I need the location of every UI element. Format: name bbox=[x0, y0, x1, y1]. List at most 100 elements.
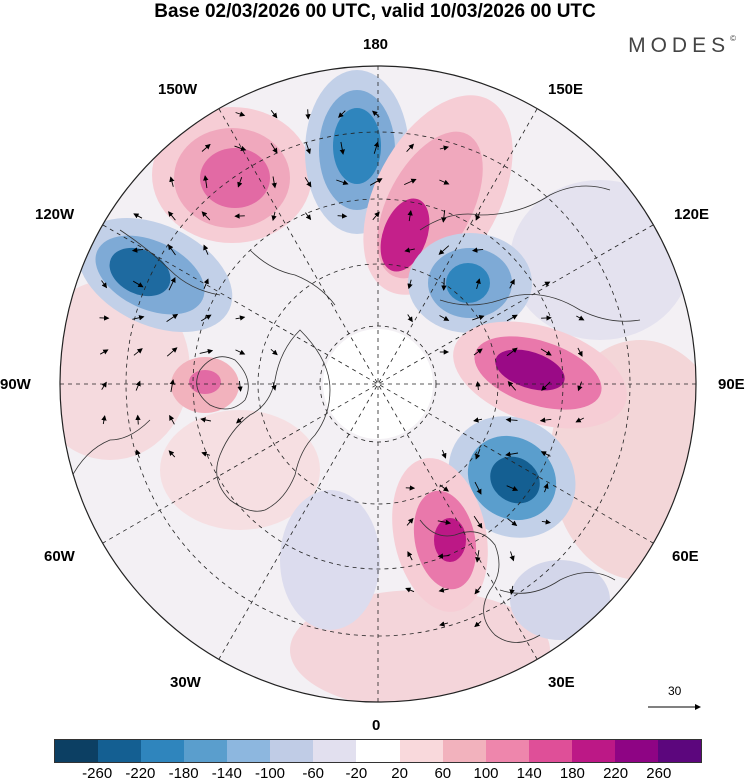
wind-arrow bbox=[203, 175, 209, 189]
colorbar-tick-label: -140 bbox=[211, 765, 242, 782]
wind-arrow bbox=[168, 276, 176, 291]
colorbar-tick-label: -100 bbox=[254, 765, 286, 782]
wind-arrow bbox=[372, 110, 380, 118]
colorbar-swatch bbox=[485, 740, 529, 762]
colorbar-tick-label: 220 bbox=[603, 765, 629, 782]
wind-arrow bbox=[234, 145, 247, 151]
wind-arrow bbox=[509, 585, 515, 595]
map-border bbox=[59, 65, 697, 703]
wind-arrow bbox=[441, 449, 447, 459]
anomaly-contour bbox=[495, 349, 565, 391]
wind-arrow bbox=[505, 417, 518, 423]
label-60e: 60E bbox=[672, 548, 699, 565]
wind-arrow bbox=[407, 314, 413, 323]
colorbar-swatch bbox=[657, 740, 701, 762]
wind-arrow bbox=[169, 414, 175, 425]
wind-arrow bbox=[475, 449, 481, 460]
wind-arrow bbox=[406, 143, 415, 153]
wind-arrow bbox=[541, 519, 551, 525]
wind-arrow bbox=[135, 414, 141, 425]
wind-arrow bbox=[406, 517, 414, 526]
wind-arrow bbox=[235, 315, 246, 321]
wind-arrow bbox=[270, 348, 278, 356]
label-30e: 30E bbox=[548, 674, 575, 691]
wind-arrow bbox=[437, 519, 452, 525]
colorbar-swatch bbox=[98, 740, 142, 762]
wind-arrow bbox=[507, 381, 517, 391]
wind-arrow bbox=[576, 315, 585, 321]
wind-arrow bbox=[407, 210, 413, 222]
colorbar-tick-label: -260 bbox=[82, 765, 113, 782]
colorbar-swatch bbox=[55, 740, 99, 762]
wind-arrow bbox=[472, 247, 484, 253]
wind-arrow bbox=[404, 178, 417, 186]
wind-arrow bbox=[101, 381, 107, 390]
wind-arrow bbox=[372, 211, 380, 221]
wind-arrow bbox=[506, 314, 518, 322]
wind-arrow bbox=[475, 211, 481, 221]
label-150e: 150E bbox=[548, 81, 584, 98]
colorbar-swatch bbox=[270, 740, 314, 762]
anomaly-contour bbox=[333, 108, 381, 184]
colorbar-tick-label: 140 bbox=[516, 765, 542, 782]
wind-arrow bbox=[473, 515, 483, 529]
wind-arrow bbox=[438, 245, 450, 255]
wind-arrow bbox=[237, 380, 243, 392]
wind-arrow bbox=[101, 415, 107, 425]
wind-arrow bbox=[199, 348, 214, 355]
colorbar-swatch bbox=[184, 740, 228, 762]
wind-arrow bbox=[133, 213, 143, 219]
wind-arrow bbox=[131, 247, 144, 253]
wind-arrow bbox=[577, 381, 583, 392]
colorbar-tick-label: 20 bbox=[391, 765, 408, 782]
wind-arrow bbox=[472, 314, 485, 321]
wind-arrow bbox=[505, 451, 519, 457]
wind-arrow bbox=[407, 279, 413, 290]
wind-arrow bbox=[473, 417, 483, 423]
wind-arrow bbox=[407, 551, 413, 561]
wind-arrow bbox=[167, 244, 176, 256]
wind-arrow bbox=[337, 213, 348, 219]
wind-arrow bbox=[132, 280, 144, 288]
brand-mark: © bbox=[730, 34, 736, 43]
wind-arrow bbox=[575, 417, 585, 423]
wind-arrow bbox=[373, 141, 380, 154]
anomaly-contour bbox=[200, 148, 270, 208]
wind-arrow bbox=[474, 481, 482, 495]
wind-arrow bbox=[473, 348, 483, 356]
wind-arrow bbox=[539, 417, 552, 423]
wind-arrow bbox=[166, 313, 179, 322]
colorbar-tick-label: 100 bbox=[473, 765, 499, 782]
wind-arrow bbox=[169, 176, 175, 187]
colorbar-tick-label: 180 bbox=[559, 765, 585, 782]
wind-arrow bbox=[338, 110, 346, 118]
colorbar bbox=[54, 739, 702, 763]
wind-arrow bbox=[271, 211, 277, 221]
label-120e: 120E bbox=[674, 206, 710, 223]
wind-arrow bbox=[439, 484, 449, 492]
wind-arrow bbox=[474, 586, 482, 595]
wind-arrow bbox=[168, 211, 176, 221]
reference-vector-label: 30 bbox=[668, 684, 682, 698]
wind-arrow bbox=[305, 109, 311, 120]
wind-arrow bbox=[271, 381, 277, 391]
label-90w: 90W bbox=[0, 376, 31, 393]
north-pole-area bbox=[323, 329, 433, 439]
wind-arrow bbox=[270, 142, 278, 154]
brand-name: MODES bbox=[628, 34, 731, 57]
wind-arrow bbox=[237, 177, 243, 188]
figure-title: Base 02/03/2026 00 UTC, valid 10/03/2026… bbox=[154, 1, 596, 22]
anomaly-contour bbox=[189, 370, 221, 394]
wind-arrow bbox=[507, 518, 518, 527]
colorbar-swatch bbox=[141, 740, 185, 762]
wind-arrow bbox=[404, 247, 415, 253]
wind-arrow bbox=[201, 143, 211, 152]
wind-arrow bbox=[439, 315, 450, 321]
wind-arrow bbox=[441, 210, 447, 223]
colorbar-tick-label: -60 bbox=[302, 765, 325, 782]
anomaly-contour bbox=[446, 263, 490, 303]
wind-arrow bbox=[201, 211, 211, 221]
wind-arrow bbox=[271, 176, 277, 189]
wind-arrow bbox=[305, 142, 311, 155]
wind-arrow bbox=[475, 381, 481, 391]
